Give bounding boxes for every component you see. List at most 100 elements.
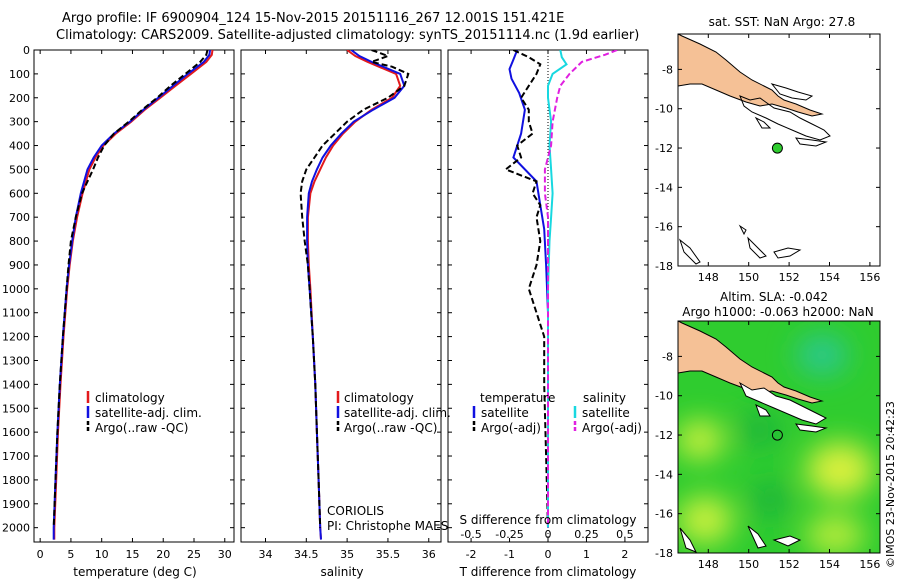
salinity-difference-axis: -0.5 -0.25 0 0.25 0.5 (460, 528, 633, 541)
s-tick-label: -0.5 (460, 528, 481, 541)
x-tick-label: 5 (67, 548, 74, 561)
series-line-salinity-argo-adj (543, 50, 618, 528)
sla-blob (806, 442, 874, 498)
difference-xlabel: T difference from climatology (459, 565, 637, 579)
legend-header-temperature: temperature (480, 391, 555, 405)
sla-map-title-1: Altim. SLA: -0.042 (720, 290, 828, 304)
depth-tick-label: 1200 (2, 331, 30, 344)
islands-outline (678, 83, 828, 265)
sla-blob (805, 515, 865, 553)
s-difference-label: S difference from climatology (460, 513, 637, 527)
depth-tick-label: 900 (9, 259, 30, 272)
legend-label-satellite: satellite-adj. clim. (95, 406, 202, 420)
depth-tick-label: 200 (9, 92, 30, 105)
x-tick-label: 36 (422, 548, 436, 561)
series-line-temperature-argo-adj (503, 50, 549, 528)
sla-blob (796, 335, 848, 375)
legend-label-satellite: satellite-adj. clim. (344, 406, 451, 420)
sst-map: sat. SST: NaN Argo: 27.8 148 150 152 154 156… (655, 15, 881, 284)
depth-tick-label: 1100 (2, 307, 30, 320)
new-guinea-land (678, 34, 824, 117)
depth-tick-label: 2000 (2, 522, 30, 535)
s-tick-label: 0.25 (574, 528, 599, 541)
depth-tick-label: 300 (9, 116, 30, 129)
series-line-satellite-adj-clim (52, 50, 211, 540)
map-lat-tick-label: -16 (655, 221, 673, 234)
s-tick-label: 0 (545, 528, 552, 541)
x-tick-label: 35 (340, 548, 354, 561)
depth-tick-label: 1400 (2, 378, 30, 391)
x-tick-label: -2 (466, 548, 477, 561)
depth-tick-label: 800 (9, 235, 30, 248)
x-tick-label: 1 (583, 548, 590, 561)
sla-map-title-2: Argo h1000: -0.063 h2000: NaN (682, 305, 874, 319)
depth-tick-label: 1500 (2, 402, 30, 415)
sla-map: Altim. SLA: -0.042 Argo h1000: -0.063 h2… (655, 290, 881, 571)
sla-blob (750, 482, 790, 518)
sla-blob (678, 496, 733, 544)
salinity-xlabel: salinity (320, 565, 363, 579)
sst-map-land (678, 34, 831, 265)
salinity-x-axis: 34 34.5 35 35.5 36 (258, 50, 436, 561)
legend-label-t-satellite: satellite (481, 406, 529, 420)
depth-tick-label: 400 (9, 140, 30, 153)
map-lon-tick-label: 156 (859, 271, 880, 284)
map-lon-tick-label: 150 (738, 271, 759, 284)
x-tick-label: 34.5 (294, 548, 319, 561)
legend-label-s-argo: Argo(-adj) (582, 421, 642, 435)
map-lat-tick-label: -10 (655, 390, 673, 403)
x-tick-label: 0 (37, 548, 44, 561)
sla-argo-position (771, 429, 783, 441)
difference-x-axis: -2 -1 0 1 2 (466, 50, 628, 561)
temperature-xlabel: temperature (deg C) (73, 565, 196, 579)
map-lat-tick-label: -14 (655, 181, 673, 194)
map-lat-tick-label: -12 (655, 142, 673, 155)
salinity-legend: climatology satellite-adj. clim. Argo(..… (336, 391, 451, 435)
x-tick-label: 20 (156, 548, 170, 561)
map-lat-tick-label: -8 (662, 350, 673, 363)
sla-blob (738, 414, 782, 446)
depth-tick-label: 1600 (2, 426, 30, 439)
map-lat-tick-label: -14 (655, 468, 673, 481)
temperature-x-axis: 0 5 10 15 20 25 30 (37, 50, 232, 561)
depth-tick-label: 1700 (2, 450, 30, 463)
temperature-legend: climatology satellite-adj. clim. Argo(..… (86, 391, 202, 435)
map-lon-tick-label: 152 (779, 558, 800, 571)
map-lat-tick-label: -16 (655, 508, 673, 521)
map-lon-tick-label: 148 (698, 271, 719, 284)
credit-coriolis: CORIOLIS (327, 504, 384, 518)
legend-label-t-argo: Argo(-adj) (481, 421, 541, 435)
depth-tick-label: 500 (9, 163, 30, 176)
map-lat-tick-label: -8 (662, 63, 673, 76)
map-lon-tick-label: 150 (738, 558, 759, 571)
x-tick-label: 0 (545, 548, 552, 561)
legend-label-climatology: climatology (95, 391, 165, 405)
depth-tick-label: 1000 (2, 283, 30, 296)
map-lat-tick-label: -18 (655, 260, 673, 273)
series-line-argo-raw-qc (299, 50, 410, 528)
sst-map-axes: 148 150 152 154 156 -8 -10 -12 -14 -16 -18 (655, 34, 880, 284)
salinity-axes-frame (240, 49, 442, 543)
temperature-series (52, 50, 214, 540)
sla-blob (678, 420, 724, 460)
temperature-axes-frame (33, 49, 235, 543)
series-line-salinity-satellite (547, 50, 568, 528)
map-lat-tick-label: -12 (655, 429, 673, 442)
depth-tick-label: 0 (23, 44, 30, 57)
difference-legend: temperature salinity satellite Argo(-adj… (472, 391, 642, 435)
series-line-satellite-adj-clim (306, 50, 406, 540)
title-line-1: Argo profile: IF 6900904_124 15-Nov-2015… (62, 11, 565, 26)
difference-series (503, 50, 618, 528)
depth-axis: 0 100 200 300 400 500 600 700 800 900 1000 1100 1200… (2, 44, 234, 535)
sst-map-frame (677, 33, 881, 267)
x-tick-label: 30 (218, 548, 232, 561)
map-lon-tick-label: 156 (859, 558, 880, 571)
imos-watermark: ©IMOS 23-Nov-2015 20:42:23 (884, 401, 897, 568)
legend-label-argo: Argo(..raw -QC) (344, 421, 437, 435)
depth-tick-label: 1300 (2, 354, 30, 367)
salinity-series (299, 50, 410, 540)
sla-islands (679, 381, 828, 553)
map-lat-tick-label: -10 (655, 103, 673, 116)
difference-panel: -2 -1 0 1 2 -0.5 -0.25 0 0.25 0.5 T difference f… (447, 49, 649, 579)
